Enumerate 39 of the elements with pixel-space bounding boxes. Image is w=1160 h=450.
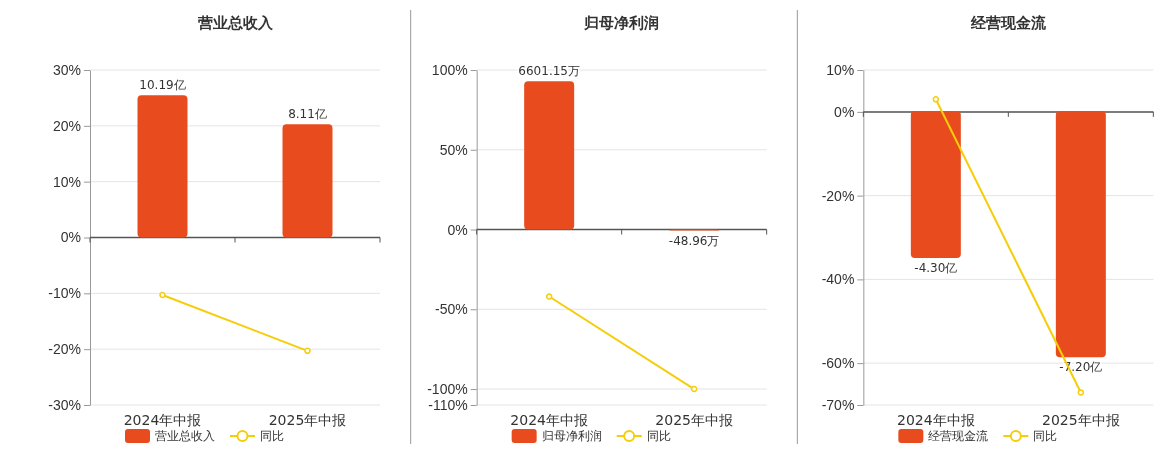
y-tick-label: -40% xyxy=(821,271,855,288)
y-tick-label: -10% xyxy=(48,285,81,302)
y-tick-label: -30% xyxy=(48,396,81,413)
y-tick-label: -20% xyxy=(48,341,81,358)
data-label: -48.96万 xyxy=(668,233,720,248)
y-tick-label: 50% xyxy=(439,141,468,158)
y-tick-label: 100% xyxy=(431,61,468,78)
chart-title: 营业总收入 xyxy=(196,14,274,32)
y-tick-label: -50% xyxy=(434,301,468,318)
legend-label: 营业总收入 xyxy=(155,429,215,443)
data-label: 10.19亿 xyxy=(139,78,186,93)
x-tick-label: 2025年中报 xyxy=(1042,412,1120,428)
legend-label: 归母净利润 xyxy=(541,429,602,443)
x-tick-label: 2024年中报 xyxy=(897,412,975,428)
y-tick-label: 10% xyxy=(826,61,855,78)
y-tick-label: -60% xyxy=(821,355,855,372)
y-tick-label: -110% xyxy=(428,396,468,413)
x-tick-label: 2024年中报 xyxy=(510,412,588,428)
data-label: -4.30亿 xyxy=(914,261,958,276)
legend-label: 经营现金流 xyxy=(928,429,989,443)
y-tick-label: 20% xyxy=(52,117,81,134)
data-label: 8.11亿 xyxy=(288,107,327,122)
y-tick-label: -70% xyxy=(821,396,855,413)
y-tick-label: 0% xyxy=(60,229,81,246)
x-tick-label: 2025年中报 xyxy=(268,412,347,428)
chart-title: 归母净利润 xyxy=(583,14,660,32)
x-tick-label: 2025年中报 xyxy=(655,412,733,428)
y-tick-label: 30% xyxy=(52,61,81,78)
data-label: 6601.15万 xyxy=(518,64,580,79)
y-tick-label: 0% xyxy=(447,221,468,238)
y-tick-label: 0% xyxy=(834,103,855,120)
legend-label: 同比 xyxy=(1033,429,1058,443)
chart-title: 经营现金流 xyxy=(969,14,1047,32)
y-tick-label: -20% xyxy=(821,187,855,204)
legend-label: 同比 xyxy=(260,429,284,443)
x-tick-label: 2024年中报 xyxy=(123,412,202,428)
legend-label: 同比 xyxy=(646,429,671,443)
y-tick-label: 10% xyxy=(52,173,81,190)
y-tick-label: -100% xyxy=(427,381,468,398)
